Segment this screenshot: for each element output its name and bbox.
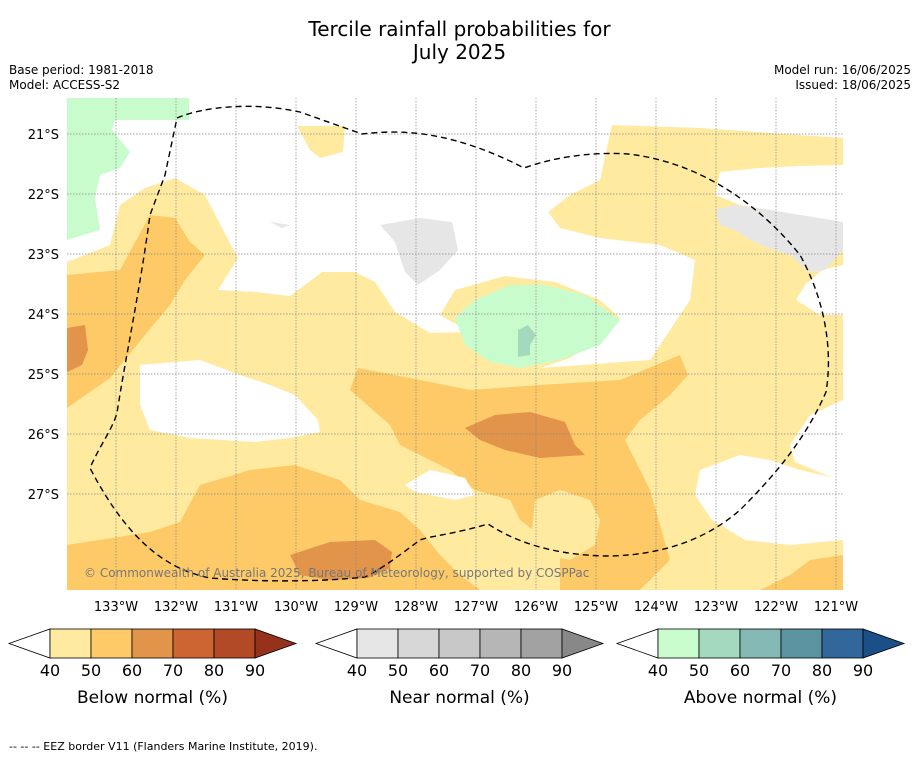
colorbar-tick: 60 bbox=[429, 661, 449, 680]
meta-right: Model run: 16/06/2025 Issued: 18/06/2025 bbox=[774, 63, 911, 93]
colorbar-segment bbox=[90, 628, 133, 659]
colorbar-tick: 60 bbox=[122, 661, 142, 680]
lon-label: 122°W bbox=[754, 600, 798, 615]
model-text: Model: ACCESS-S2 bbox=[9, 78, 121, 92]
above-normal-40-50-region bbox=[67, 98, 620, 368]
colorbar-tick: 80 bbox=[204, 661, 224, 680]
lat-label: 25°S bbox=[28, 368, 59, 383]
meta-left: Base period: 1981-2018 Model: ACCESS-S2 bbox=[9, 63, 154, 93]
title-line-2: July 2025 bbox=[412, 40, 507, 64]
colorbar-extend-high bbox=[254, 628, 298, 659]
colorbar-segment bbox=[213, 628, 256, 659]
longitude-labels: 133°W 132°W 131°W 130°W 129°W 128°W 127°… bbox=[94, 600, 858, 615]
lon-label: 126°W bbox=[514, 600, 558, 615]
lon-label: 129°W bbox=[334, 600, 378, 615]
lat-label: 26°S bbox=[28, 428, 59, 443]
colorbar-segment bbox=[131, 628, 174, 659]
title-line-1: Tercile rainfall probabilities for bbox=[308, 17, 611, 41]
colorbar-tick: 70 bbox=[771, 661, 791, 680]
colorbar-tick: 80 bbox=[812, 661, 832, 680]
latitude-labels: 21°S 22°S 23°S 24°S 25°S 26°S 27°S bbox=[28, 128, 59, 503]
below-normal-60-70-region bbox=[67, 325, 585, 580]
colorbar-segment bbox=[397, 628, 440, 659]
below-normal-inner-blob bbox=[532, 490, 600, 560]
colorbar-segment bbox=[657, 628, 700, 659]
colorbar-segment bbox=[780, 628, 823, 659]
colorbar-tick: 70 bbox=[470, 661, 490, 680]
copyright-text: © Commonwealth of Australia 2025, Bureau… bbox=[84, 566, 589, 580]
eez-footnote: -- -- -- EEZ border V11 (Flanders Marine… bbox=[9, 740, 318, 753]
lon-label: 133°W bbox=[94, 600, 138, 615]
colorbar-segment bbox=[739, 628, 782, 659]
colorbar-tick: 40 bbox=[347, 661, 367, 680]
colorbar-tick: 90 bbox=[552, 661, 572, 680]
colorbar-label: Near normal (%) bbox=[389, 688, 529, 708]
colorbar-segment bbox=[479, 628, 522, 659]
lon-label: 123°W bbox=[694, 600, 738, 615]
colorbar-segment bbox=[821, 628, 864, 659]
near-normal-40-50-region bbox=[270, 205, 843, 285]
lat-label: 27°S bbox=[28, 488, 59, 503]
colorbar-segment bbox=[356, 628, 399, 659]
lon-label: 128°W bbox=[394, 600, 438, 615]
colorbar-tick: 50 bbox=[388, 661, 408, 680]
colorbar-tick: 90 bbox=[245, 661, 265, 680]
colorbar-extend-high bbox=[561, 628, 605, 659]
lon-label: 127°W bbox=[454, 600, 498, 615]
lat-label: 24°S bbox=[28, 308, 59, 323]
grid-lines bbox=[67, 98, 843, 590]
colorbar-extend-low bbox=[615, 628, 659, 659]
lon-label: 132°W bbox=[154, 600, 198, 615]
colorbar-below-normal: 40 50 60 70 80 90 Below normal (%) bbox=[7, 628, 298, 708]
lon-label: 121°W bbox=[814, 600, 858, 615]
colorbar-segment bbox=[520, 628, 563, 659]
colorbar-near-normal: 40 50 60 70 80 90 Near normal (%) bbox=[314, 628, 605, 708]
colorbar-above-normal: 40 50 60 70 80 90 Above normal (%) bbox=[615, 628, 906, 708]
colorbar-tick: 40 bbox=[648, 661, 668, 680]
colorbar-tick: 80 bbox=[511, 661, 531, 680]
model-run-text: Model run: 16/06/2025 bbox=[773, 63, 911, 77]
colorbar-segment bbox=[172, 628, 215, 659]
map-plot-area: © Commonwealth of Australia 2025, Bureau… bbox=[67, 98, 843, 590]
colorbar-tick: 50 bbox=[689, 661, 709, 680]
colorbar-extend-low bbox=[314, 628, 358, 659]
lat-label: 23°S bbox=[28, 248, 59, 263]
colorbar-extend-high bbox=[862, 628, 906, 659]
colorbar-tick: 90 bbox=[853, 661, 873, 680]
map-title: Tercile rainfall probabilities for July … bbox=[0, 18, 919, 64]
lat-label: 21°S bbox=[28, 128, 59, 143]
colorbar-segment bbox=[698, 628, 741, 659]
lon-label: 130°W bbox=[274, 600, 318, 615]
white-holes bbox=[140, 360, 843, 545]
colorbar-extend-low bbox=[7, 628, 51, 659]
colorbar-label: Below normal (%) bbox=[77, 688, 228, 708]
lon-label: 131°W bbox=[214, 600, 258, 615]
lat-label: 22°S bbox=[28, 188, 59, 203]
eez-border-line bbox=[89, 105, 830, 582]
colorbar-tick: 40 bbox=[40, 661, 60, 680]
colorbar-tick: 50 bbox=[81, 661, 101, 680]
colorbar-segment bbox=[438, 628, 481, 659]
colorbar-label: Above normal (%) bbox=[684, 688, 837, 708]
colorbar-segment bbox=[49, 628, 92, 659]
above-normal-50-60-region bbox=[518, 325, 536, 357]
lon-label: 125°W bbox=[574, 600, 618, 615]
base-period-text: Base period: 1981-2018 bbox=[9, 63, 154, 77]
issued-text: Issued: 18/06/2025 bbox=[795, 78, 911, 92]
lon-label: 124°W bbox=[634, 600, 678, 615]
colorbar-tick: 60 bbox=[730, 661, 750, 680]
colorbar-tick: 70 bbox=[163, 661, 183, 680]
